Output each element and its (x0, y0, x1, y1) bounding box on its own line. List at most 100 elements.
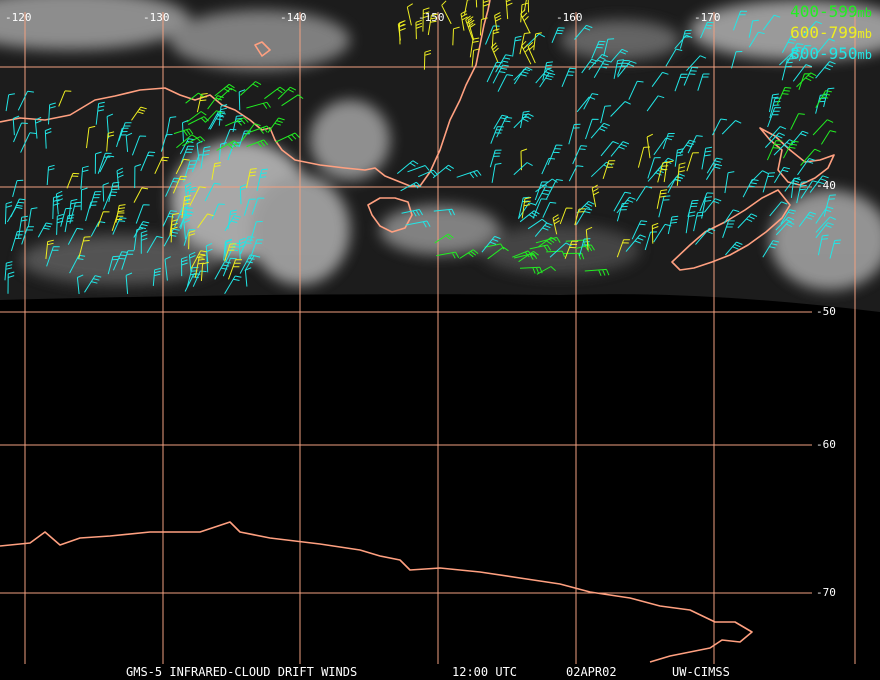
wind-barb (182, 119, 189, 143)
wind-barb (575, 244, 595, 252)
wind-barb (401, 209, 424, 217)
wind-barb (48, 102, 56, 125)
wind-barb (415, 19, 423, 40)
wind-barb (170, 219, 179, 243)
wind-barb (264, 86, 286, 100)
wind-barb (764, 132, 785, 148)
wind-barb (593, 60, 611, 78)
pressure-legend: 400-599mb 600-799mb 800-950mb (790, 2, 872, 65)
wind-barb (112, 217, 127, 235)
product-title: GMS-5 INFRARED-CLOUD DRIFT WINDS (126, 665, 358, 679)
wind-barb (781, 58, 794, 81)
wind-barb (17, 90, 34, 111)
wind-barb (665, 48, 683, 67)
wind-barb (775, 216, 795, 231)
wind-barb (67, 227, 84, 245)
wind-barb (561, 67, 576, 87)
wind-barb (423, 49, 432, 70)
wind-barb (465, 15, 474, 40)
wind-barb (99, 155, 115, 173)
wind-barb (551, 27, 565, 43)
wind-barb (487, 246, 509, 260)
wind-barb (568, 123, 581, 145)
wind-barb (782, 140, 799, 159)
legend-unit: mb (857, 48, 872, 62)
wind-barb (631, 220, 648, 240)
wind-barb (568, 165, 584, 182)
wind-barb (246, 125, 272, 134)
wind-barb (547, 144, 563, 166)
wind-barb (701, 196, 712, 219)
wind-barb (542, 61, 553, 81)
wind-barb (527, 0, 530, 13)
wind-barb (584, 268, 610, 276)
wind-barb (214, 261, 231, 280)
wind-barb (697, 73, 710, 91)
legend-unit: mb (857, 27, 872, 41)
wind-barb (140, 151, 156, 172)
wind-barb (817, 234, 829, 256)
wind-barb (224, 215, 241, 232)
wind-barb (89, 191, 102, 209)
wind-barb (239, 184, 247, 205)
wind-barb (223, 128, 237, 146)
wind-barb (750, 170, 769, 183)
lat-label-50: -50 (816, 305, 836, 318)
wind-barb (797, 158, 816, 176)
wind-barb (218, 142, 227, 161)
wind-barb (131, 135, 147, 156)
lon-label-120: -120 (5, 11, 32, 24)
wind-barb (165, 116, 177, 137)
wind-barb (559, 207, 573, 225)
wind-barb (244, 255, 261, 272)
wind-barb (246, 139, 269, 148)
wind-barb (78, 236, 91, 259)
footer-caption: GMS-5 INFRARED-CLOUD DRIFT WINDS 12:00 U… (0, 664, 880, 680)
wind-barb (115, 204, 126, 223)
wind-barb (133, 187, 149, 203)
australia-coastline (0, 0, 491, 187)
wind-barb (66, 172, 80, 189)
wind-barb (781, 35, 798, 53)
wind-barb (224, 275, 242, 294)
wind-barb (541, 157, 556, 175)
time-label: 12:00 UTC (452, 665, 518, 679)
wind-barb (674, 73, 688, 92)
wind-barb (798, 73, 811, 90)
island-coastline (254, 41, 271, 57)
lat-label-60: -60 (816, 438, 836, 451)
wind-barb (491, 162, 502, 183)
coastlines (0, 0, 835, 663)
wind-barb (471, 48, 480, 67)
wind-barb (576, 200, 595, 214)
wind-barbs (4, 0, 842, 295)
wind-barb (646, 133, 654, 159)
wind-barb (427, 13, 438, 36)
wind-barb (613, 59, 624, 79)
wind-barb (238, 89, 246, 111)
wind-barb (209, 112, 226, 130)
wind-barb (111, 212, 125, 232)
wind-barb (722, 220, 735, 238)
new-zealand-north-coastline (759, 127, 835, 186)
wind-barb (494, 12, 502, 32)
wind-barb (706, 157, 723, 174)
wind-barb (37, 222, 53, 238)
wind-barb (152, 267, 161, 286)
wind-barb (181, 195, 191, 219)
wind-barb (76, 274, 84, 295)
wind-barb (183, 216, 190, 240)
wind-barb (180, 207, 193, 230)
wind-barb (184, 182, 192, 203)
wind-barb (134, 164, 142, 189)
wind-barb (225, 117, 249, 127)
wind-barb (172, 175, 187, 194)
wind-barb (175, 158, 190, 175)
wind-barb (46, 164, 55, 186)
wind-barb (590, 122, 610, 139)
wind-barb (784, 177, 801, 192)
wind-barb (232, 115, 243, 133)
wind-barb (700, 21, 714, 39)
wind-barb (84, 275, 102, 293)
